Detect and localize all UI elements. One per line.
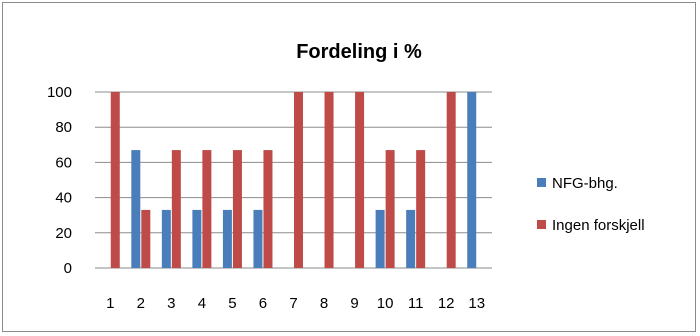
bar-nfg-bhg-2	[131, 150, 141, 268]
x-tick-label: 3	[167, 295, 175, 312]
x-tick-label: 6	[259, 295, 267, 312]
legend: NFG-bhg. Ingen forskjell	[537, 175, 645, 234]
x-tick-label: 2	[137, 295, 145, 312]
x-tick-label: 11	[408, 295, 424, 312]
bar-ingen-forskjell-3	[171, 150, 181, 268]
bar-nfg-bhg-11	[406, 209, 416, 268]
bar-nfg-bhg-6	[253, 209, 263, 268]
x-tick-label: 4	[198, 295, 206, 312]
x-tick-label: 13	[468, 295, 485, 312]
chart-title: Fordeling i %	[296, 41, 422, 63]
bar-nfg-bhg-10	[375, 209, 385, 268]
x-tick-label: 8	[320, 295, 328, 312]
x-tick-label: 5	[228, 295, 236, 312]
bar-ingen-forskjell-10	[385, 150, 395, 268]
y-tick-label: 80	[55, 119, 72, 136]
bar-ingen-forskjell-6	[263, 150, 273, 268]
y-axis-ticks: 0 20 40 60 80 100	[47, 84, 72, 277]
bar-ingen-forskjell-8	[324, 92, 334, 268]
x-tick-label: 1	[106, 295, 114, 312]
bar-ingen-forskjell-1	[110, 92, 120, 268]
x-tick-label: 10	[377, 295, 394, 312]
legend-swatch	[537, 220, 546, 229]
bar-nfg-bhg-13	[467, 92, 477, 268]
bar-ingen-forskjell-12	[446, 92, 456, 268]
y-tick-label: 60	[55, 154, 72, 171]
bar-nfg-bhg-3	[161, 209, 171, 268]
y-tick-label: 40	[55, 190, 72, 207]
bar-nfg-bhg-4	[192, 209, 202, 268]
x-tick-label: 7	[289, 295, 297, 312]
x-tick-label: 12	[438, 295, 455, 312]
legend-swatch	[537, 178, 546, 187]
bar-ingen-forskjell-9	[355, 92, 365, 268]
y-tick-label: 100	[47, 84, 72, 101]
y-tick-label: 0	[64, 260, 72, 277]
bars	[110, 92, 477, 268]
bar-ingen-forskjell-2	[141, 209, 151, 268]
x-tick-label: 9	[350, 295, 358, 312]
x-axis-ticks: 1 2 3 4 5 6 7 8 9 10 11 12 13	[106, 295, 485, 312]
y-tick-label: 20	[55, 225, 72, 242]
grid-lines	[95, 91, 492, 269]
bar-nfg-bhg-5	[222, 209, 232, 268]
bar-ingen-forskjell-4	[202, 150, 212, 268]
bar-ingen-forskjell-7	[294, 92, 303, 268]
bar-ingen-forskjell-5	[232, 150, 242, 268]
legend-label: NFG-bhg.	[552, 175, 618, 192]
bar-ingen-forskjell-11	[416, 150, 426, 268]
legend-label: Ingen forskjell	[552, 217, 645, 234]
